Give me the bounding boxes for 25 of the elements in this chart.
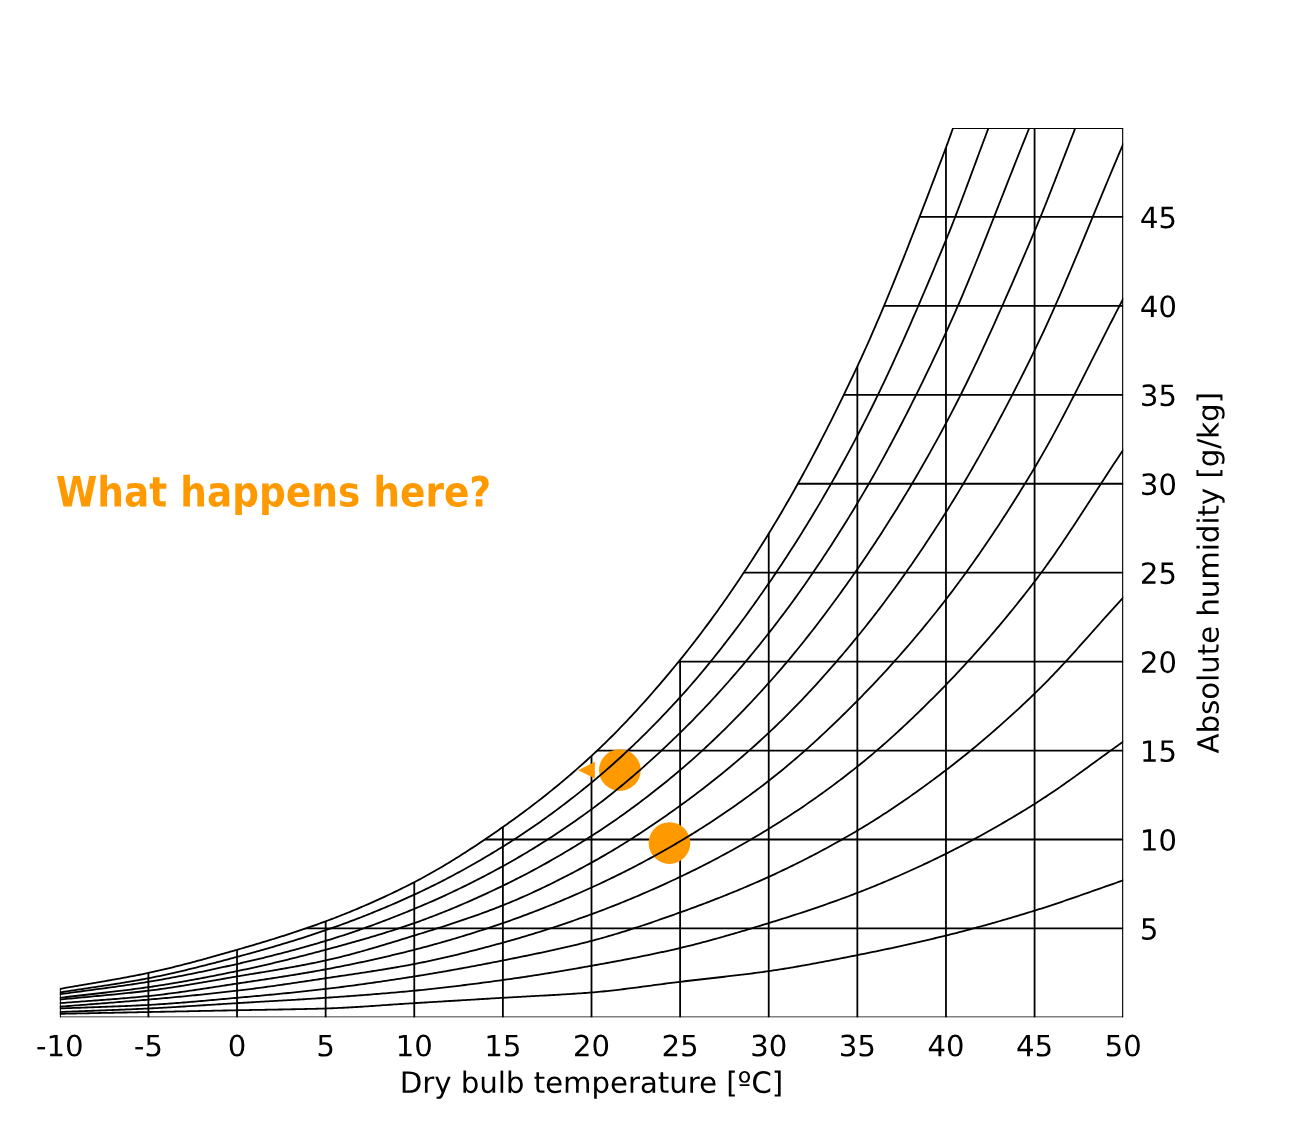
x-tick-label: -5 <box>135 1034 161 1057</box>
y-tick-label: 45 <box>1141 206 1175 229</box>
y-tick-label: 30 <box>1142 473 1176 496</box>
y-tick-label: 40 <box>1141 295 1176 318</box>
x-tick-label: 20 <box>575 1034 609 1057</box>
y-tick-label: 20 <box>1142 651 1176 674</box>
x-tick-label: 50 <box>1106 1034 1140 1057</box>
x-tick-label: 40 <box>928 1034 963 1057</box>
y-tick-label: 35 <box>1142 384 1175 407</box>
x-tick-label: 5 <box>318 1034 333 1057</box>
x-tick-label: 25 <box>663 1034 697 1057</box>
x-tick-label: 30 <box>752 1034 786 1057</box>
y-tick-label: 10 <box>1143 828 1176 851</box>
x-tick-label: 35 <box>841 1034 874 1057</box>
y-tick-label: 15 <box>1143 740 1175 763</box>
x-tick-label: 15 <box>487 1034 519 1057</box>
y-tick-label: 25 <box>1142 562 1175 585</box>
x-axis-title: Dry bulb temperature [ºC] <box>402 1070 781 1099</box>
x-tick-label: -10 <box>37 1034 82 1057</box>
x-tick-label: 45 <box>1017 1034 1051 1057</box>
x-tick-label: 10 <box>398 1034 431 1057</box>
annotation: What happens here? <box>57 474 489 516</box>
y-axis-title: Absolute humidity [g/kg] <box>1196 394 1225 754</box>
x-tick-label: 0 <box>229 1034 245 1057</box>
y-tick-label: 5 <box>1142 918 1156 940</box>
